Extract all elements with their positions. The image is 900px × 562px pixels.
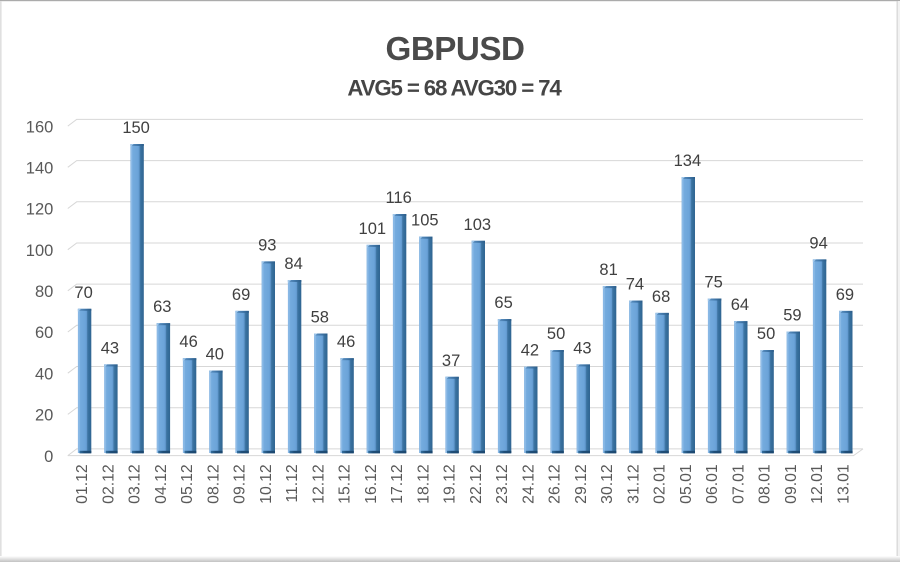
- svg-text:GBPUSD: GBPUSD: [386, 31, 525, 68]
- svg-text:69: 69: [836, 286, 854, 304]
- svg-text:12.01: 12.01: [809, 464, 826, 504]
- svg-text:50: 50: [547, 325, 565, 343]
- svg-text:43: 43: [573, 339, 591, 357]
- svg-text:17.12: 17.12: [389, 464, 406, 504]
- svg-text:03.12: 03.12: [127, 464, 144, 504]
- svg-text:26.12: 26.12: [547, 464, 564, 504]
- svg-text:18.12: 18.12: [415, 464, 432, 504]
- svg-text:09.01: 09.01: [783, 464, 800, 504]
- svg-text:07.01: 07.01: [730, 464, 747, 504]
- svg-text:02.01: 02.01: [652, 464, 669, 504]
- svg-text:94: 94: [809, 234, 827, 252]
- svg-text:120: 120: [26, 201, 54, 219]
- svg-text:AVG5 = 68 AVG30 = 74: AVG5 = 68 AVG30 = 74: [347, 76, 562, 101]
- svg-text:134: 134: [674, 152, 702, 170]
- svg-text:100: 100: [26, 242, 54, 260]
- svg-text:12.12: 12.12: [310, 464, 327, 504]
- svg-text:13.01: 13.01: [835, 464, 852, 504]
- svg-text:42: 42: [521, 342, 539, 360]
- svg-text:103: 103: [464, 216, 492, 234]
- svg-text:116: 116: [385, 189, 411, 207]
- svg-text:40: 40: [206, 346, 224, 364]
- svg-text:15.12: 15.12: [337, 464, 354, 504]
- svg-text:23.12: 23.12: [494, 464, 511, 504]
- svg-text:59: 59: [783, 307, 801, 325]
- svg-text:64: 64: [731, 296, 749, 314]
- svg-text:40: 40: [35, 365, 53, 383]
- svg-text:58: 58: [311, 309, 329, 327]
- svg-text:04.12: 04.12: [153, 464, 170, 504]
- svg-text:08.01: 08.01: [757, 464, 774, 504]
- svg-text:60: 60: [35, 324, 53, 342]
- svg-text:08.12: 08.12: [205, 464, 222, 504]
- svg-text:0: 0: [44, 448, 53, 466]
- svg-text:16.12: 16.12: [363, 464, 380, 504]
- svg-text:93: 93: [258, 236, 276, 254]
- svg-text:69: 69: [232, 286, 250, 304]
- svg-text:63: 63: [153, 298, 171, 316]
- svg-text:30.12: 30.12: [599, 464, 616, 504]
- svg-text:29.12: 29.12: [573, 464, 590, 504]
- svg-text:37: 37: [442, 352, 460, 370]
- svg-text:05.01: 05.01: [678, 464, 695, 504]
- svg-text:65: 65: [494, 294, 512, 312]
- svg-text:06.01: 06.01: [704, 464, 721, 504]
- svg-text:140: 140: [26, 160, 54, 178]
- svg-text:22.12: 22.12: [468, 464, 485, 504]
- svg-text:46: 46: [179, 333, 197, 351]
- svg-text:105: 105: [411, 212, 439, 230]
- svg-text:74: 74: [626, 276, 644, 294]
- svg-text:101: 101: [359, 220, 387, 238]
- svg-text:10.12: 10.12: [258, 464, 275, 504]
- svg-text:05.12: 05.12: [179, 464, 196, 504]
- svg-text:09.12: 09.12: [232, 464, 249, 504]
- svg-text:11.12: 11.12: [284, 464, 301, 502]
- svg-text:70: 70: [74, 284, 92, 302]
- svg-text:02.12: 02.12: [100, 464, 117, 504]
- svg-text:43: 43: [101, 339, 119, 357]
- svg-text:80: 80: [35, 283, 53, 301]
- svg-text:19.12: 19.12: [442, 464, 459, 504]
- svg-text:75: 75: [704, 274, 722, 292]
- svg-text:68: 68: [652, 288, 670, 306]
- svg-text:150: 150: [122, 119, 150, 137]
- svg-text:46: 46: [337, 333, 355, 351]
- svg-text:31.12: 31.12: [625, 464, 642, 504]
- svg-text:20: 20: [35, 407, 53, 425]
- svg-text:01.12: 01.12: [74, 464, 91, 504]
- svg-text:24.12: 24.12: [520, 464, 537, 504]
- svg-text:50: 50: [757, 325, 775, 343]
- svg-text:160: 160: [26, 118, 54, 136]
- svg-text:84: 84: [284, 255, 302, 273]
- svg-text:81: 81: [599, 261, 617, 279]
